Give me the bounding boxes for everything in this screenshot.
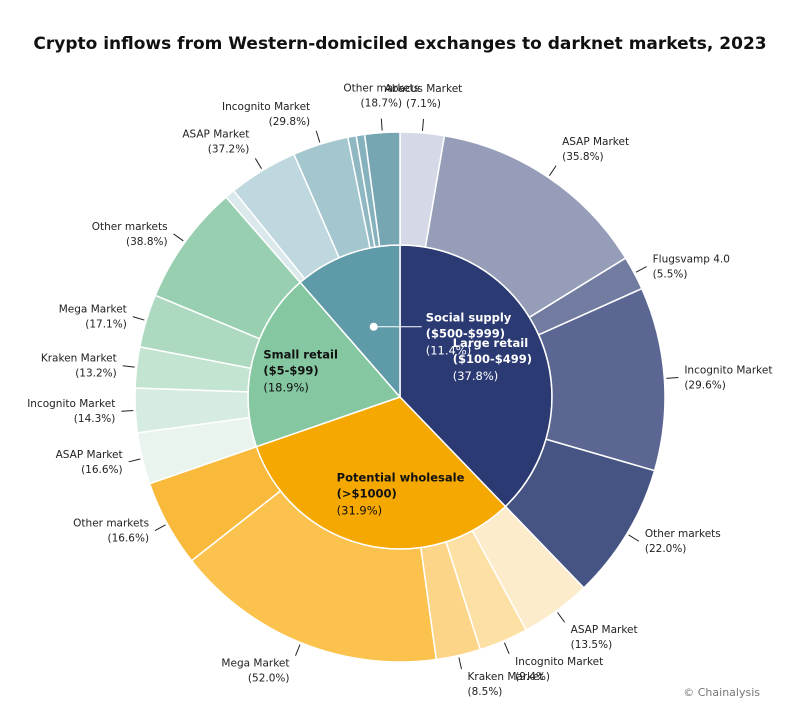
outer-label: Incognito Market <box>684 365 772 377</box>
inner-value: (37.8%) <box>453 369 499 383</box>
outer-label: Other markets <box>73 518 149 530</box>
outer-value: (17.1%) <box>85 319 127 331</box>
outer-segment <box>363 131 401 248</box>
outer-label: ASAP Market <box>562 136 629 148</box>
leader <box>548 165 557 176</box>
leader <box>666 377 679 379</box>
inner-label: Social supply <box>426 310 512 324</box>
outer-label: ASAP Market <box>182 128 249 140</box>
outer-label: Mega Market <box>221 658 289 670</box>
outer-value: (16.6%) <box>81 464 123 476</box>
outer-label: ASAP Market <box>56 449 123 461</box>
outer-value: (14.3%) <box>74 413 116 425</box>
inner-range: ($100-$499) <box>453 352 532 366</box>
outer-value: (7.1%) <box>406 98 441 110</box>
leader <box>254 158 262 169</box>
outer-value: (29.6%) <box>684 380 726 392</box>
outer-value: (29.8%) <box>269 116 311 128</box>
outer-value: (18.7%) <box>361 98 403 110</box>
outer-value: (52.0%) <box>248 673 290 685</box>
outer-label: Incognito Market <box>27 398 115 410</box>
leader <box>421 118 424 131</box>
outer-value: (37.2%) <box>208 143 250 155</box>
outer-label: Incognito Market <box>222 101 310 113</box>
outer-label: ASAP Market <box>571 624 638 636</box>
inner-range: ($500-$999) <box>426 326 505 340</box>
outer-value: (13.2%) <box>75 368 117 380</box>
inner-value: (18.9%) <box>263 381 309 395</box>
credit: © Chainalysis <box>683 686 760 699</box>
outer-value: (22.0%) <box>645 543 687 555</box>
outer-value: (35.8%) <box>562 151 604 163</box>
outer-label: Flugsvamp 4.0 <box>653 254 730 266</box>
outer-label: Mega Market <box>59 304 127 316</box>
outer-value: (16.6%) <box>108 533 150 545</box>
leader <box>557 612 566 623</box>
outer-value: (9.4%) <box>515 671 550 683</box>
outer-segment <box>190 489 438 663</box>
outer-label: Incognito Market <box>515 656 603 668</box>
outer-value: (13.5%) <box>571 639 613 651</box>
inner-value: (31.9%) <box>337 504 383 518</box>
leader <box>154 524 166 532</box>
outer-value: (8.5%) <box>468 686 503 698</box>
inner-range: ($5-$99) <box>263 364 318 378</box>
inner-label: Potential wholesale <box>337 471 465 485</box>
outer-label: Kraken Market <box>41 353 117 365</box>
leader <box>635 266 647 273</box>
leader <box>503 642 510 654</box>
inner-label: Large retail <box>453 336 528 350</box>
outer-value: (38.8%) <box>126 236 168 248</box>
leader <box>315 130 321 143</box>
outer-label: Other markets <box>343 83 419 95</box>
chart-title: Crypto inflows from Western-domiciled ex… <box>33 34 766 54</box>
leader <box>458 657 463 670</box>
inner-value: (11.4%) <box>426 343 472 357</box>
inner-range: (>$1000) <box>337 487 397 501</box>
leader <box>380 118 383 131</box>
leader <box>128 458 141 463</box>
leader <box>132 316 145 321</box>
outer-label: Kraken Market <box>468 671 544 683</box>
outer-label: Other markets <box>645 528 721 540</box>
outer-value: (5.5%) <box>653 269 688 281</box>
outer-label: Other markets <box>92 221 168 233</box>
leader <box>122 365 135 368</box>
leader <box>121 410 134 412</box>
outer-label: Abacus Market <box>385 83 463 95</box>
inner-label: Small retail <box>263 348 338 362</box>
leader <box>173 233 184 242</box>
leader <box>295 644 301 656</box>
leader <box>628 534 640 542</box>
